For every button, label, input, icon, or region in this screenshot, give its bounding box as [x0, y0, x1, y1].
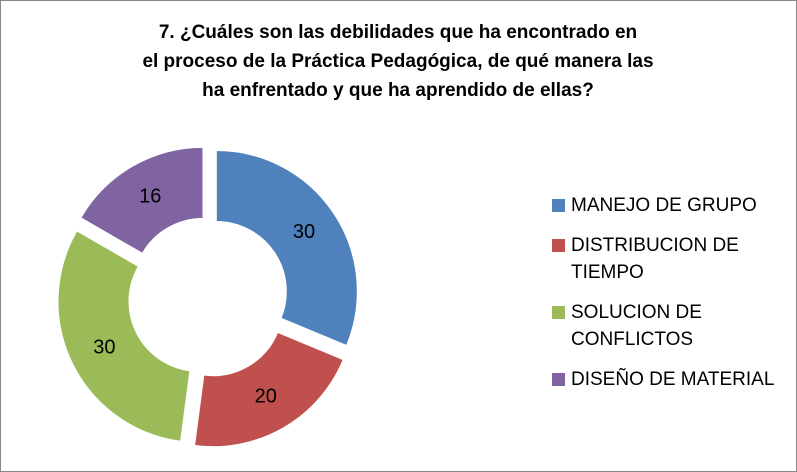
donut-segment — [57, 230, 191, 442]
donut-segment — [215, 149, 358, 347]
legend: MANEJO DE GRUPO DISTRIBUCION DE TIEMPO SOL… — [552, 192, 792, 406]
legend-label: SOLUCION DE CONFLICTOS — [571, 302, 702, 350]
data-label: 16 — [139, 185, 161, 207]
legend-label: DISTRIBUCION DE TIEMPO — [571, 235, 739, 283]
legend-item: MANEJO DE GRUPO — [552, 192, 792, 219]
chart-title: el proceso de la Práctica Pedagógica, de… — [142, 51, 653, 72]
chart-title: 7. ¿Cuáles son las debilidades que ha en… — [159, 22, 637, 43]
data-label: 30 — [93, 336, 115, 358]
legend-item: DISTRIBUCION DE TIEMPO — [552, 232, 792, 286]
legend-label: MANEJO DE GRUPO — [571, 195, 757, 216]
chart-title: ha enfrentado y que ha aprendido de ella… — [202, 80, 594, 101]
legend-label: DISEÑO DE MATERIAL — [571, 369, 775, 390]
legend-item: SOLUCION DE CONFLICTOS — [552, 299, 792, 353]
legend-swatch — [552, 306, 565, 319]
donut-segment — [194, 331, 344, 448]
legend-swatch — [552, 239, 565, 252]
legend-item: DISEÑO DE MATERIAL — [552, 366, 792, 393]
data-label: 20 — [255, 385, 277, 407]
data-label: 30 — [293, 221, 315, 243]
legend-swatch — [552, 373, 565, 386]
donut-segment — [80, 146, 204, 255]
legend-swatch — [552, 199, 565, 212]
